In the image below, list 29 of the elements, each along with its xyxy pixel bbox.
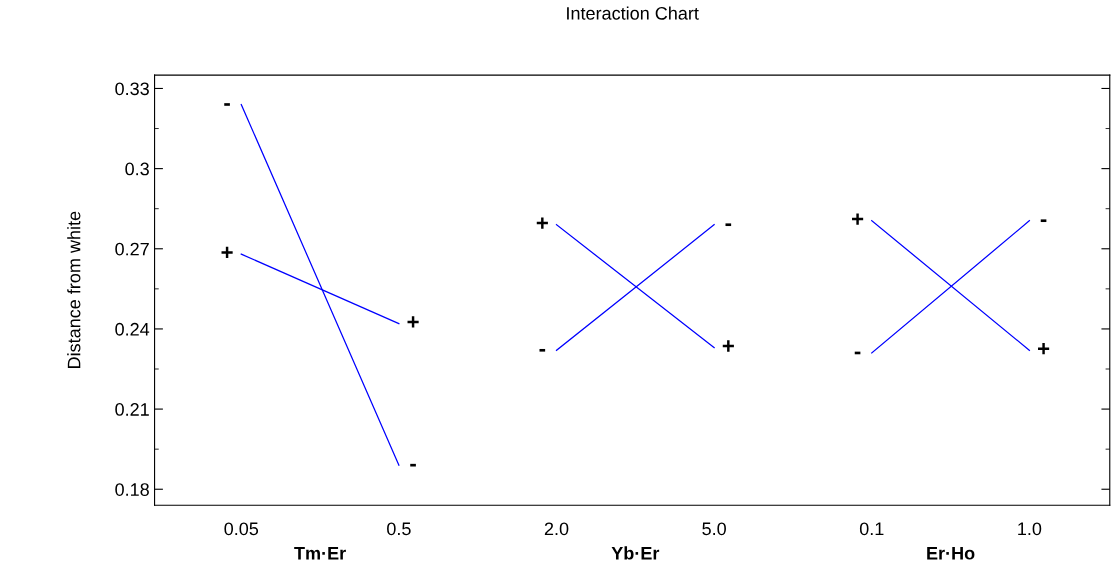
y-axis-title: Distance from white [67,211,81,368]
text: + [1038,343,1050,355]
y-tick-label: 0.18 [115,483,149,496]
series-label: + [852,213,864,225]
y-tick-label: 0.24 [115,322,150,336]
y-tick-label: 0.3 [125,162,149,176]
x-tick-label: 0.5 [387,522,411,536]
series-label: - [725,223,732,227]
x-tick-label: 1.0 [1018,522,1042,536]
text: + [722,340,734,352]
text: Tm·Er [294,546,346,560]
text: - [539,348,546,352]
series-label: + [221,246,233,259]
text: + [407,316,419,328]
y-tick-label: 0.27 [115,242,149,256]
text: - [854,351,861,355]
x-tick-label: 0.05 [224,522,259,536]
chart-title: Interaction Chart [567,6,699,20]
series-label: + [536,217,548,229]
y-tick-label: 0.21 [115,403,149,416]
text: Yb·Er [611,546,660,560]
y-tick-label: 0.33 [115,82,149,96]
x-tick-label: 5.0 [702,522,726,536]
series-label: - [410,463,416,467]
series-label: - [1040,219,1047,223]
x-tick-label: 0.1 [859,522,884,536]
x-tick-label: 2.0 [544,522,569,536]
text: Er·Ho [927,546,975,560]
text: - [224,103,230,106]
